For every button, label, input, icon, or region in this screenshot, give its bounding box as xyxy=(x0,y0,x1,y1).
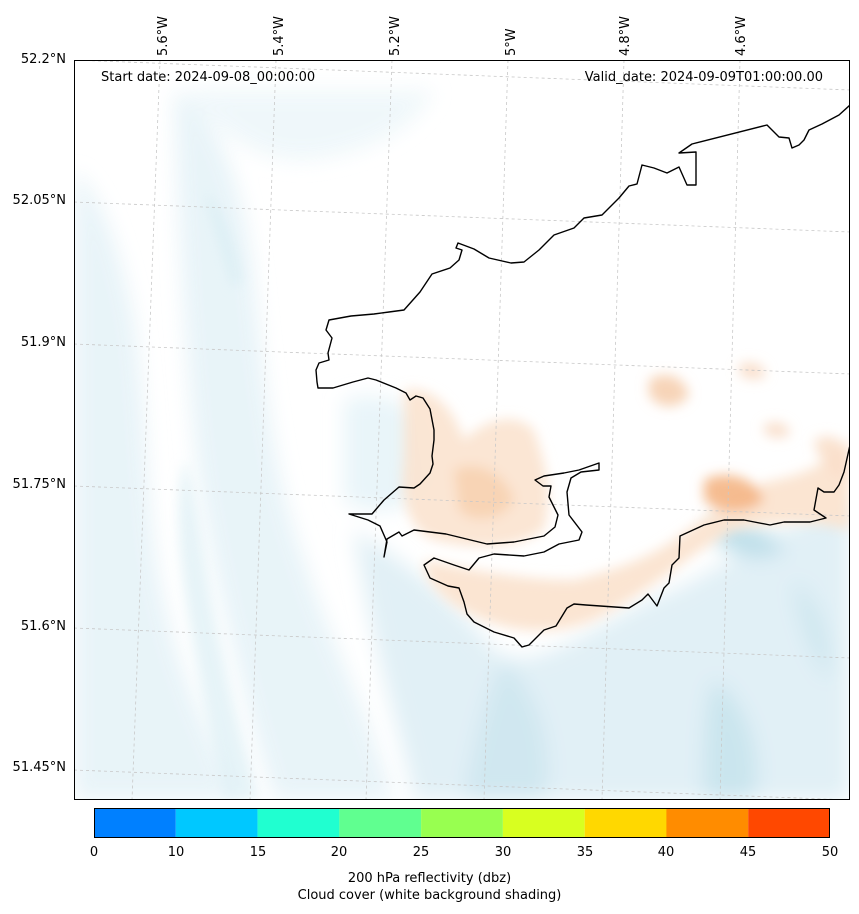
colorbar-segment-1 xyxy=(175,808,258,838)
colorbar-title: 200 hPa reflectivity (dbz) xyxy=(347,871,512,886)
colorbar-segment-5 xyxy=(502,808,585,838)
colorbar-tick-50: 50 xyxy=(821,845,839,860)
lat-tick-51.45n: 51.45°N xyxy=(12,760,66,775)
colorbar-segment-4 xyxy=(421,808,503,838)
lon-tick-4.8w: 4.8°W xyxy=(618,15,633,56)
coastline xyxy=(315,104,850,648)
lat-tick-51.6n: 51.6°N xyxy=(20,619,66,634)
colorbar-tick-10: 10 xyxy=(167,845,185,860)
lon-tick-5.6w: 5.6°W xyxy=(156,15,171,56)
map-panel xyxy=(74,60,850,800)
colorbar-segment-7 xyxy=(666,808,749,838)
lat-tick-52.05n: 52.05°N xyxy=(12,193,66,208)
colorbar-segment-8 xyxy=(748,808,830,838)
colorbar-segment-3 xyxy=(339,808,422,838)
reflectivity-shading xyxy=(402,362,850,631)
lon-tick-5.2w: 5.2°W xyxy=(388,15,403,56)
valid-date-label: Valid_date: 2024-09-09T01:00:00.00 xyxy=(584,70,823,85)
colorbar-tick-25: 25 xyxy=(412,845,430,860)
lat-tick-52.2n: 52.2°N xyxy=(20,52,66,67)
colorbar-tick-20: 20 xyxy=(330,845,348,860)
colorbar-tick-40: 40 xyxy=(657,845,675,860)
cloud-shading-west-core xyxy=(178,190,259,800)
colorbar-subtitle: Cloud cover (white background shading) xyxy=(297,888,562,903)
lon-tick-5.4w: 5.4°W xyxy=(272,15,287,56)
colorbar-segment-2 xyxy=(257,808,340,838)
colorbar-segment-0 xyxy=(94,808,176,838)
colorbar-tick-15: 15 xyxy=(249,845,267,860)
start-date-label: Start date: 2024-09-08_00:00:00 xyxy=(101,70,316,85)
lat-tick-51.75n: 51.75°N xyxy=(12,477,66,492)
lon-tick-4.6w: 4.6°W xyxy=(734,15,749,56)
colorbar-tick-45: 45 xyxy=(739,845,757,860)
colorbar-tick-35: 35 xyxy=(576,845,594,860)
colorbar-tick-0: 0 xyxy=(89,845,99,860)
map-canvas xyxy=(74,60,850,800)
lon-tick-5w: 5°W xyxy=(504,28,519,56)
lat-tick-51.9n: 51.9°N xyxy=(20,335,66,350)
colorbar-segment-6 xyxy=(584,808,667,838)
colorbar-tick-30: 30 xyxy=(494,845,512,860)
colorbar xyxy=(94,808,830,838)
